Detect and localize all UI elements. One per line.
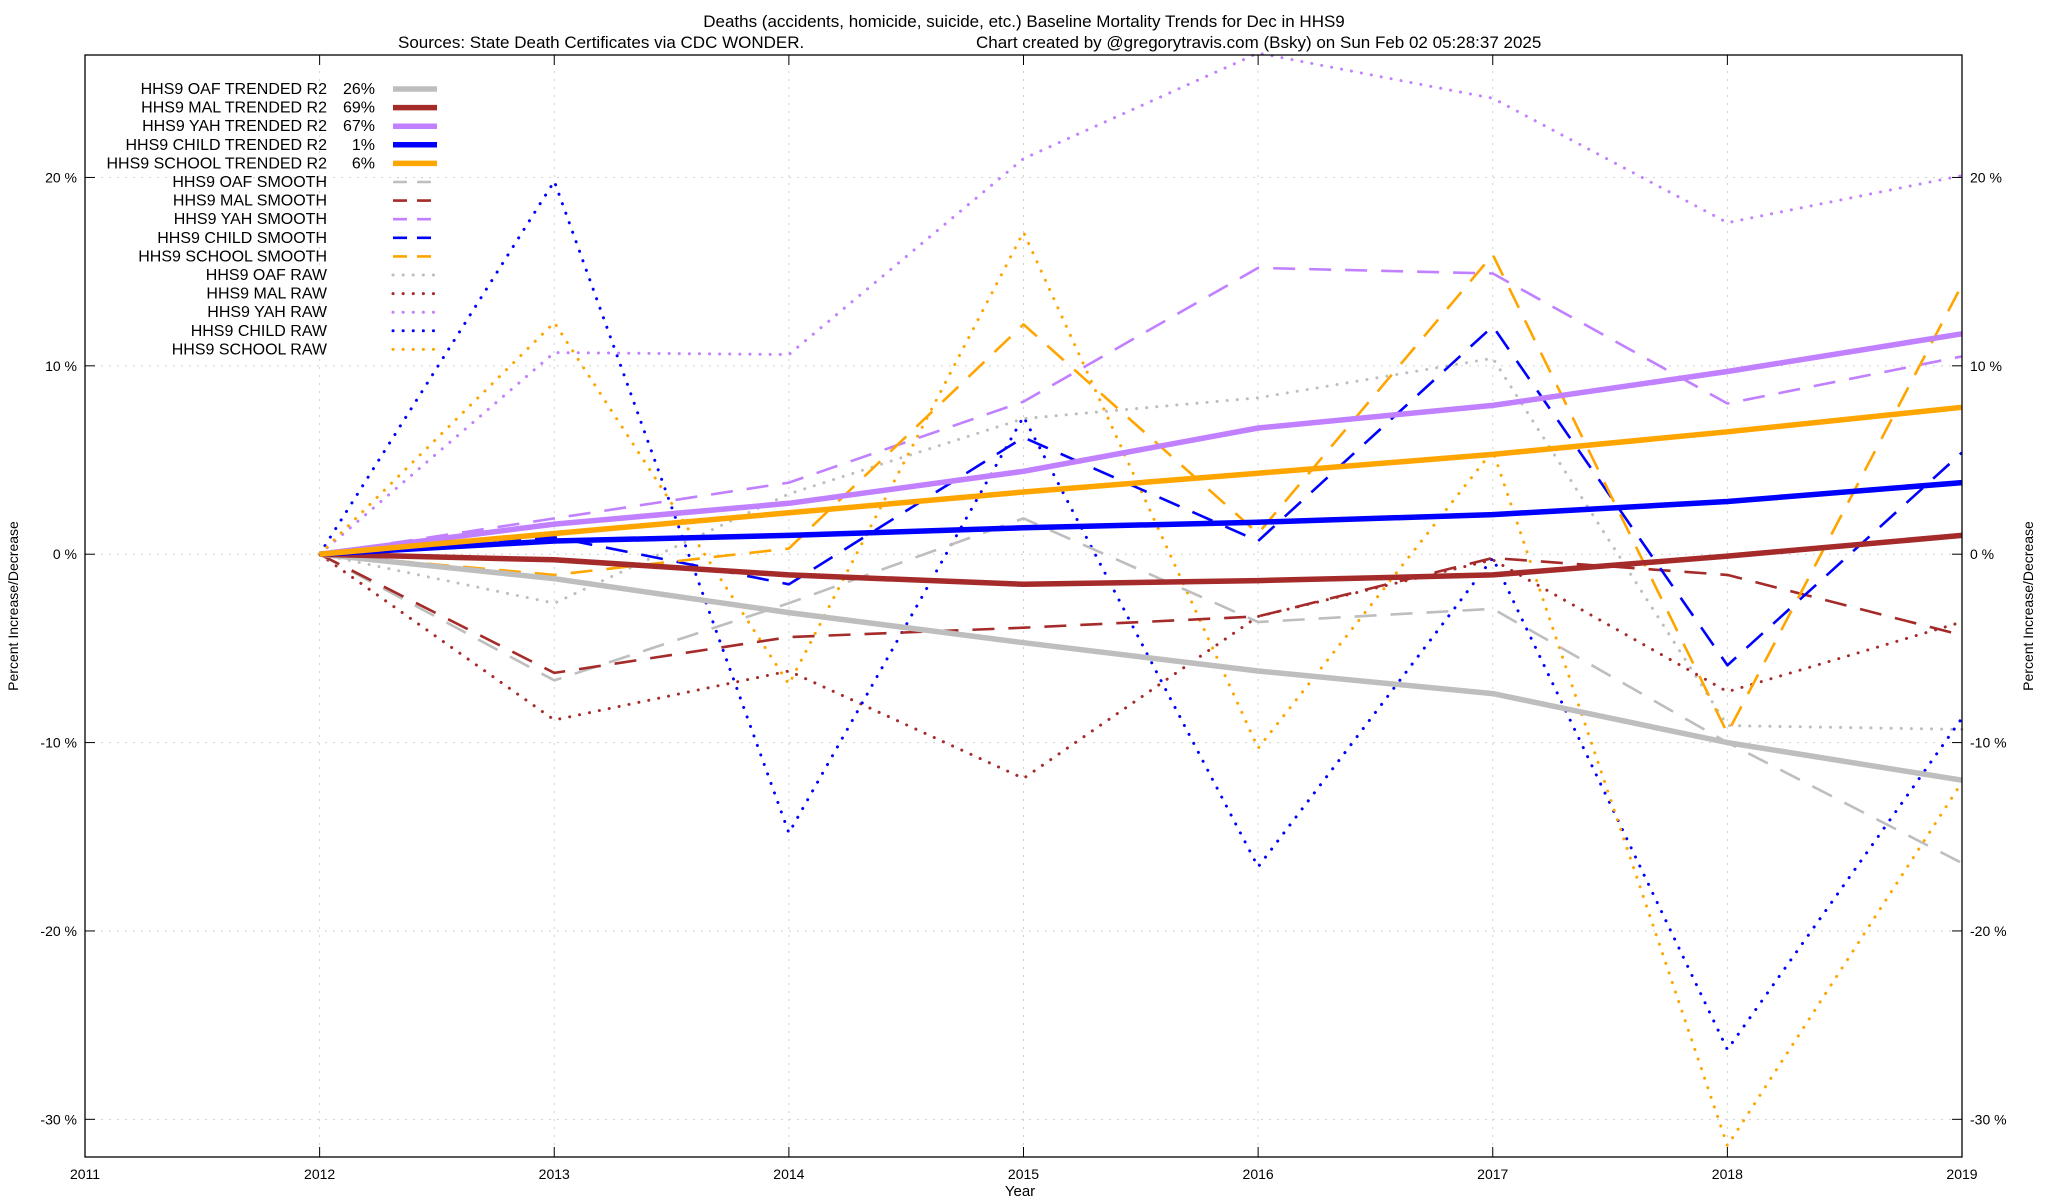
legend-r2-hhs9-oaf-trended-r2: 26% <box>343 81 375 98</box>
series-line-hhs9-mal-smooth <box>319 553 1963 675</box>
x-tick-label: 2015 <box>1008 1166 1039 1182</box>
chart-subtitle-credit: Chart created by @gregorytravis.com (Bsk… <box>976 33 1541 52</box>
legend-r2-hhs9-child-trended-r2: 1% <box>352 137 375 154</box>
series-line-hhs9-yah-raw <box>318 51 1964 556</box>
grid-layer <box>84 55 1963 1157</box>
y-tick-label-left: -10 % <box>40 735 77 751</box>
series-line-hhs9-oaf-smooth <box>318 517 1963 865</box>
series-line-hhs9-school-raw <box>318 230 1964 1148</box>
x-tick-label: 2014 <box>773 1166 804 1182</box>
chart-subtitle-source: Sources: State Death Certificates via CD… <box>398 33 804 52</box>
legend-label-hhs9-child-raw: HHS9 CHILD RAW <box>191 323 328 340</box>
legend: HHS9 OAF TRENDED R2 26% HHS9 MAL TRENDED R… <box>107 81 439 358</box>
series-line-hhs9-school-trended-r2 <box>319 404 1963 557</box>
legend-label-hhs9-child-smooth: HHS9 CHILD SMOOTH <box>157 230 327 247</box>
legend-r2-hhs9-mal-trended-r2: 69% <box>343 100 375 117</box>
legend-label-hhs9-mal-smooth: HHS9 MAL SMOOTH <box>173 193 327 210</box>
legend-label-hhs9-oaf-trended-r2: HHS9 OAF TRENDED R2 <box>141 81 328 98</box>
y-tick-label-right: -10 % <box>1970 735 2007 751</box>
series-line-hhs9-mal-raw <box>318 552 1964 780</box>
series-line-hhs9-school-smooth <box>319 253 1964 735</box>
series-line-hhs9-oaf-trended-r2 <box>319 551 1963 783</box>
y-tick-label-left: 0 % <box>53 546 77 562</box>
series-line-hhs9-child-trended-r2 <box>319 479 1963 557</box>
y-tick-label-right: 10 % <box>1970 358 2002 374</box>
x-tick-label: 2016 <box>1243 1166 1274 1182</box>
tick-layer: -30 % -30 % -20 % -20 % -10 % -10 % 0 % 0 % 10 %… <box>40 55 2007 1182</box>
x-tick-label: 2019 <box>1946 1166 1977 1182</box>
series-line-hhs9-child-raw <box>318 179 1964 1052</box>
legend-label-hhs9-mal-raw: HHS9 MAL RAW <box>206 286 328 303</box>
series-line-hhs9-oaf-raw <box>318 356 1964 731</box>
x-tick-label: 2013 <box>539 1166 570 1182</box>
y-tick-label-right: -20 % <box>1970 923 2007 939</box>
legend-label-hhs9-yah-trended-r2: HHS9 YAH TRENDED R2 <box>142 118 327 135</box>
series-line-hhs9-child-smooth <box>319 324 1963 667</box>
chart-title: Deaths (accidents, homicide, suicide, et… <box>703 12 1345 31</box>
legend-label-hhs9-mal-trended-r2: HHS9 MAL TRENDED R2 <box>141 100 327 117</box>
legend-r2-hhs9-school-trended-r2: 6% <box>352 155 375 172</box>
legend-label-hhs9-school-raw: HHS9 SCHOOL RAW <box>172 341 328 358</box>
legend-label-hhs9-school-trended-r2: HHS9 SCHOOL TRENDED R2 <box>107 155 328 172</box>
series-line-hhs9-yah-trended-r2 <box>319 331 1963 557</box>
y-tick-label-left: -30 % <box>40 1111 77 1127</box>
y-axis-label-left: Percent Increase/Decrease <box>5 521 21 691</box>
legend-label-hhs9-oaf-raw: HHS9 OAF RAW <box>206 267 328 284</box>
y-tick-label-right: -30 % <box>1970 1111 2007 1127</box>
y-tick-label-right: 0 % <box>1970 546 1994 562</box>
y-axis-label-right: Percent Increase/Decrease <box>2020 521 2036 691</box>
x-axis-label: Year <box>1005 1183 1035 1200</box>
legend-label-hhs9-school-smooth: HHS9 SCHOOL SMOOTH <box>138 248 327 265</box>
x-tick-label: 2017 <box>1477 1166 1508 1182</box>
x-tick-label: 2012 <box>304 1166 335 1182</box>
series-line-hhs9-mal-trended-r2 <box>319 532 1963 588</box>
y-tick-label-right: 20 % <box>1970 169 2002 185</box>
x-tick-label: 2018 <box>1712 1166 1743 1182</box>
y-tick-label-left: 10 % <box>45 358 77 374</box>
series-layer <box>318 51 1964 1148</box>
legend-label-hhs9-child-trended-r2: HHS9 CHILD TRENDED R2 <box>125 137 327 154</box>
legend-label-hhs9-oaf-smooth: HHS9 OAF SMOOTH <box>172 174 327 191</box>
series-line-hhs9-yah-smooth <box>319 266 1963 556</box>
x-tick-label: 2011 <box>70 1166 100 1182</box>
legend-r2-hhs9-yah-trended-r2: 67% <box>343 118 375 135</box>
y-tick-label-left: -20 % <box>40 923 77 939</box>
y-tick-label-left: 20 % <box>45 169 77 185</box>
legend-label-hhs9-yah-raw: HHS9 YAH RAW <box>207 304 328 321</box>
legend-label-hhs9-yah-smooth: HHS9 YAH SMOOTH <box>174 211 327 228</box>
